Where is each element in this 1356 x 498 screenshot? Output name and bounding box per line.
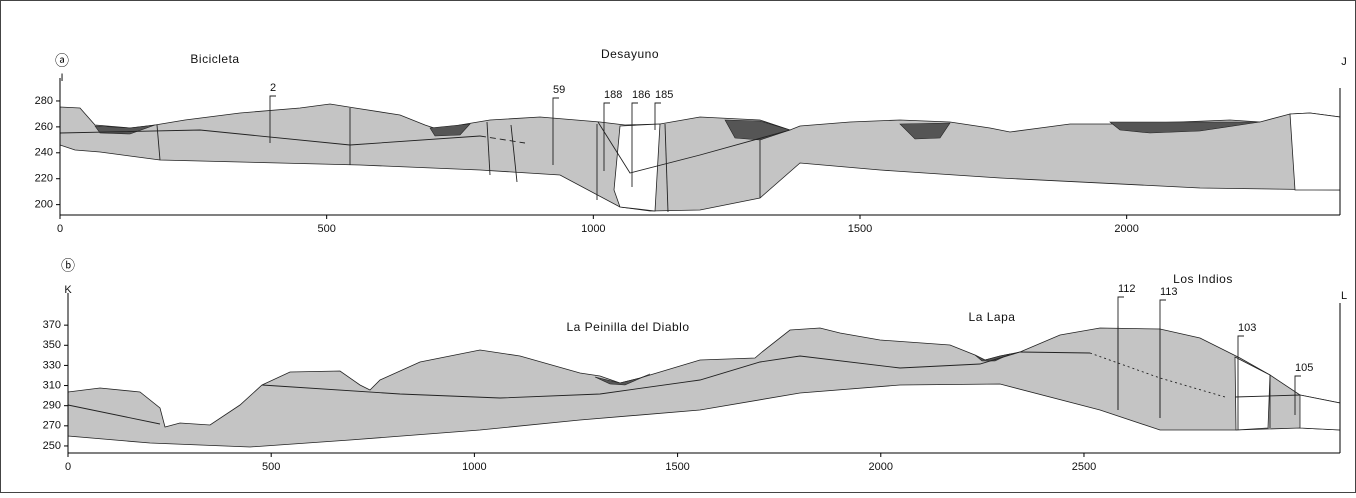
borehole-label: 105 (1295, 362, 1313, 374)
y-tick-label: 290 (43, 400, 61, 412)
y-tick-label: 280 (35, 95, 53, 107)
y-tick-label: 330 (43, 359, 61, 371)
unit-white (1235, 357, 1270, 430)
unit-white (1300, 395, 1340, 430)
section-end: J (1341, 56, 1347, 68)
y-tick-label: 270 (43, 420, 61, 432)
place-label: Desayuno (601, 47, 659, 61)
y-tick-label: 220 (35, 173, 53, 185)
x-tick-label: 1000 (462, 461, 486, 473)
borehole-label: 2 (270, 82, 276, 94)
panel-label: ⓑ (61, 258, 75, 274)
cross-sections: 200 220 240 260 280 0 500 1000 1500 2000 ⓐ I J Bicicl… (0, 0, 1356, 493)
place-label: Bicicleta (190, 52, 239, 66)
x-tick-label: 1500 (665, 461, 689, 473)
y-tick-label: 240 (35, 147, 53, 159)
x-tick-label: 0 (57, 223, 63, 235)
x-tick-label: 2000 (1114, 223, 1138, 235)
x-tick-label: 500 (317, 223, 335, 235)
borehole-label: 59 (553, 84, 565, 96)
y-tick-label: 370 (43, 319, 61, 331)
borehole-label: 112 (1118, 283, 1136, 295)
panel-label: ⓐ (55, 53, 69, 69)
borehole-label: 185 (655, 89, 673, 101)
section-start: K (64, 284, 72, 296)
x-tick-label: 1000 (581, 223, 605, 235)
y-tick-label: 200 (35, 199, 53, 211)
place-label: Los Indios (1173, 272, 1233, 286)
x-tick-label: 0 (65, 461, 71, 473)
x-tick-label: 500 (262, 461, 280, 473)
section-start: I (60, 72, 63, 84)
x-tick-label: 2500 (1072, 461, 1096, 473)
unit-white (1290, 113, 1340, 190)
place-label: La Lapa (969, 310, 1016, 324)
y-tick-label: 350 (43, 339, 61, 351)
section-end: L (1341, 290, 1347, 302)
x-tick-label: 1500 (848, 223, 872, 235)
place-label: La Peinilla del Diablo (566, 320, 689, 334)
rock-body (68, 328, 1340, 447)
borehole-label: 186 (632, 89, 650, 101)
y-tick-label: 310 (43, 379, 61, 391)
borehole-label: 113 (1160, 286, 1178, 298)
borehole-label: 103 (1238, 322, 1256, 334)
rock-body (60, 104, 1340, 211)
x-tick-label: 2000 (869, 461, 893, 473)
y-tick-label: 260 (35, 121, 53, 133)
borehole-label: 188 (604, 89, 622, 101)
y-tick-label: 250 (43, 440, 61, 452)
